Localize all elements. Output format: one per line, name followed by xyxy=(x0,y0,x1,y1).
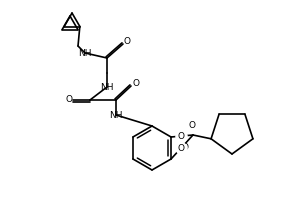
Text: O: O xyxy=(182,144,188,152)
Text: O: O xyxy=(188,120,196,130)
Text: O: O xyxy=(124,38,130,46)
Text: O: O xyxy=(177,132,184,141)
Text: NH: NH xyxy=(78,48,92,58)
Text: O: O xyxy=(65,96,73,104)
Text: NH: NH xyxy=(109,110,123,119)
Text: NH: NH xyxy=(100,82,114,92)
Text: O: O xyxy=(133,79,140,88)
Text: O: O xyxy=(177,144,184,153)
